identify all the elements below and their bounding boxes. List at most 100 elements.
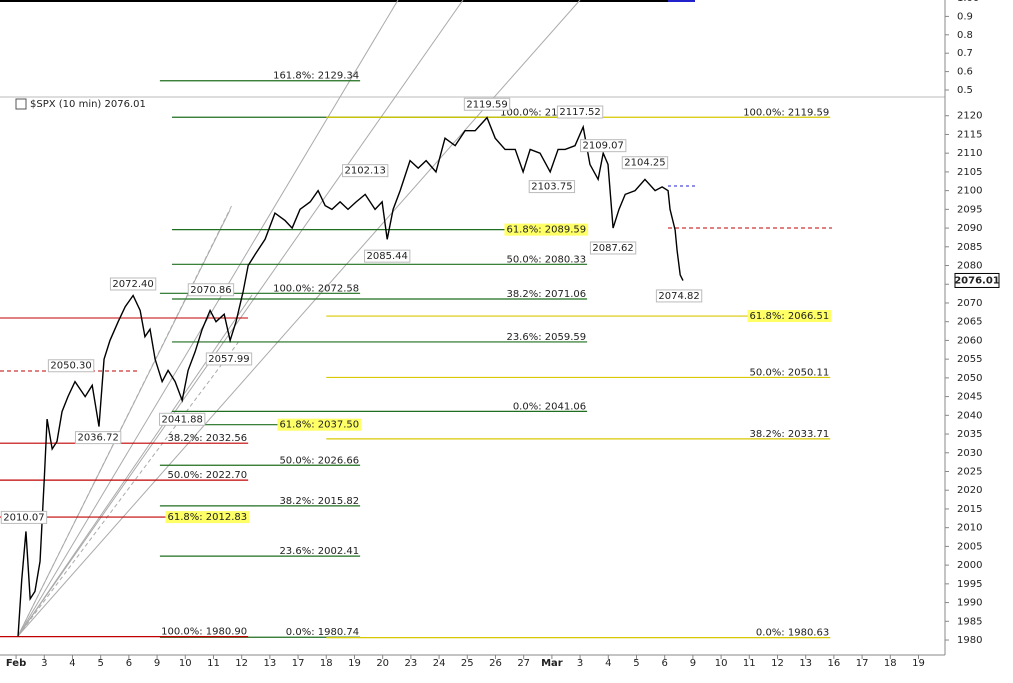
price-label-box (528, 180, 576, 194)
price-label-box (364, 249, 411, 263)
y-tick-label: 0.5 (957, 85, 973, 96)
y-tick-label: 2095 (957, 204, 982, 215)
fib-label: 50.0%: 2050.11 (750, 367, 830, 378)
x-tick-label: 17 (292, 658, 305, 669)
y-tick-label: 2010 (957, 523, 982, 534)
fib-label: 38.2%: 2032.56 (167, 433, 247, 444)
fib-highlight (747, 310, 832, 323)
price-label: 2117.52 (559, 107, 600, 118)
y-tick-label: 1985 (957, 616, 982, 627)
x-tick-label: Mar (541, 658, 563, 669)
price-label-box (187, 283, 235, 297)
y-tick-label: 2055 (957, 354, 982, 365)
x-tick-label: 11 (743, 658, 756, 669)
price-label: 2072.40 (112, 279, 153, 290)
price-label-box (621, 156, 669, 170)
y-tick-label: 2045 (957, 392, 982, 403)
fib-label: 38.2%: 2033.71 (750, 429, 830, 440)
price-label-box (158, 412, 206, 426)
y-tick-label: 2085 (957, 242, 982, 253)
y-tick-label: 2050 (957, 373, 982, 384)
y-tick-label: 2100 (957, 186, 982, 197)
price-label: 2010.07 (3, 512, 44, 523)
y-tick-label: 2120 (957, 111, 982, 122)
y-tick-label: 2035 (957, 429, 982, 440)
y-tick-label: 2110 (957, 148, 982, 159)
fib-label: 38.2%: 2015.82 (279, 496, 359, 507)
x-tick-label: 17 (856, 658, 869, 669)
x-tick-label: 10 (179, 658, 192, 669)
price-label: 2050.30 (50, 361, 91, 372)
x-tick-label: 3 (41, 658, 47, 669)
x-tick-label: 18 (884, 658, 897, 669)
price-label-box (463, 97, 511, 111)
y-tick-label: 2015 (957, 504, 982, 515)
x-tick-label: 4 (605, 658, 611, 669)
x-tick-label: 5 (633, 658, 639, 669)
x-tick-label: 3 (577, 658, 583, 669)
price-label: 2109.07 (583, 141, 624, 152)
fib-label: 61.8%: 2012.83 (167, 512, 247, 523)
fib-label: 100.0%: 2119.59 (500, 107, 586, 118)
x-tick-label: 4 (69, 658, 75, 669)
price-label: 2102.13 (345, 166, 386, 177)
x-tick-label: 25 (461, 658, 474, 669)
y-tick-label: 2065 (957, 317, 982, 328)
fib-label: 50.0%: 2080.33 (506, 254, 586, 265)
fib-label: 23.6%: 2002.41 (279, 546, 359, 557)
price-label-box (109, 277, 157, 291)
x-tick-label: 24 (433, 658, 446, 669)
y-tick-label: 2005 (957, 541, 982, 552)
y-tick-label: 1980 (957, 635, 982, 646)
fib-label: 0.0%: 2041.06 (513, 401, 586, 412)
x-tick-label: 20 (376, 658, 389, 669)
price-label: 2074.82 (658, 291, 699, 302)
x-tick-label: 6 (661, 658, 667, 669)
x-tick-label: 10 (715, 658, 728, 669)
x-tick-label: 13 (799, 658, 812, 669)
x-tick-label: 23 (405, 658, 418, 669)
x-tick-label: 27 (517, 658, 530, 669)
last-price-label: 2076.01 (954, 275, 1000, 286)
y-tick-label: 2060 (957, 335, 982, 346)
y-tick-label: 2105 (957, 167, 982, 178)
y-tick-label: 2070 (957, 298, 982, 309)
fib-label: 100.0%: 2072.58 (273, 283, 359, 294)
x-tick-label: 6 (126, 658, 132, 669)
fib-label: 61.8%: 2066.51 (750, 311, 830, 322)
x-tick-label: 9 (690, 658, 696, 669)
fib-highlight (504, 223, 589, 236)
y-tick-label: 2040 (957, 410, 982, 421)
fib-label: 0.0%: 1980.63 (756, 628, 829, 639)
fib-label: 100.0%: 1980.90 (161, 627, 247, 638)
x-tick-label: 12 (235, 658, 248, 669)
symbol-icon (15, 98, 27, 110)
price-label-box (342, 164, 389, 178)
fib-label: 50.0%: 2026.66 (279, 455, 359, 466)
price-label-box (589, 241, 637, 255)
y-tick-label: 2080 (957, 261, 982, 272)
x-tick-label: 9 (154, 658, 160, 669)
fib-highlight (165, 511, 250, 524)
y-tick-label: 0.7 (957, 48, 973, 59)
price-label: 2057.99 (208, 354, 249, 365)
chart-title: $SPX (10 min) 2076.01 (30, 99, 146, 110)
price-label: 2070.86 (190, 285, 231, 296)
fib-label: 61.8%: 2037.50 (279, 420, 359, 431)
x-tick-label: 18 (320, 658, 333, 669)
price-label-box (47, 359, 95, 373)
x-tick-label: 19 (348, 658, 361, 669)
price-label-box (205, 352, 253, 366)
price-label-box (655, 289, 703, 303)
fib-label: 161.8%: 2129.34 (273, 71, 359, 82)
y-tick-label: 1990 (957, 598, 982, 609)
fib-label: 23.6%: 2059.59 (506, 332, 586, 343)
fib-label: 50.0%: 2022.70 (167, 470, 247, 481)
x-tick-label: 12 (771, 658, 784, 669)
price-label: 2036.72 (77, 433, 118, 444)
price-label: 2085.44 (367, 251, 408, 262)
y-tick-label: 2115 (957, 129, 982, 140)
price-label: 2119.59 (466, 99, 507, 110)
price-label-box (556, 105, 604, 119)
